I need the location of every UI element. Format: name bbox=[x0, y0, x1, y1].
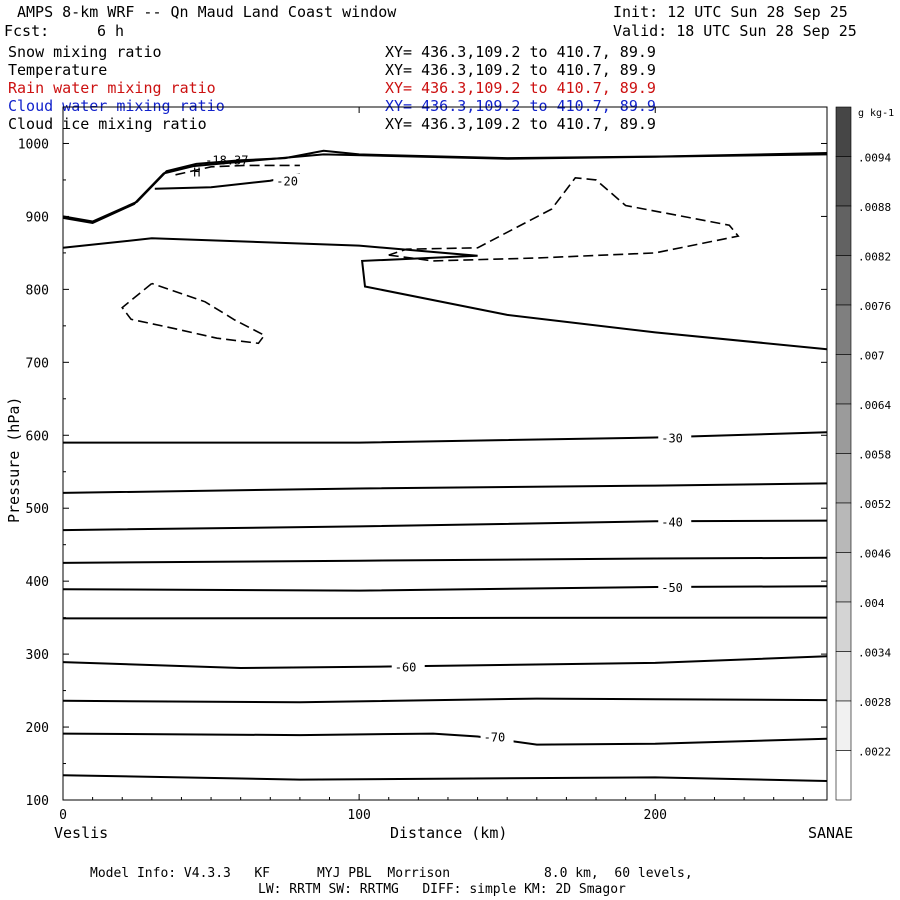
contour-label: -50 bbox=[661, 581, 683, 595]
colorbar-bin bbox=[835, 601, 852, 652]
temperature-contour bbox=[63, 431, 828, 444]
field-xy: XY= 436.3,109.2 to 410.7, 89.9 bbox=[385, 61, 656, 79]
y-axis-label: Pressure (hPa) bbox=[5, 396, 23, 523]
x-axis-label: Distance (km) bbox=[390, 824, 508, 842]
colorbar-bin bbox=[835, 750, 852, 801]
y-tick-label: 600 bbox=[26, 429, 49, 444]
contour-layer: -70 -60 -50 -40 -30 -20 H -18.37 bbox=[62, 149, 828, 782]
colorbar-bin bbox=[835, 453, 852, 504]
temperature-contour bbox=[62, 519, 828, 532]
init-time: Init: 12 UTC Sun 28 Sep 25 bbox=[613, 3, 848, 21]
colorbar-bin bbox=[835, 552, 852, 603]
temperature-contour bbox=[62, 616, 828, 620]
y-tick-label: 800 bbox=[26, 283, 49, 298]
y-tick-label: 100 bbox=[26, 794, 49, 809]
y-tick-label: 300 bbox=[26, 648, 49, 663]
colorbar-label: .0028 bbox=[858, 696, 891, 709]
model-physics: LW: RRTM SW: RRTMG DIFF: simple KM: 2D S… bbox=[258, 882, 626, 897]
colorbar-label: .004 bbox=[858, 597, 885, 610]
colorbar-bin bbox=[835, 700, 852, 751]
forecast-hour: 6 h bbox=[97, 22, 125, 40]
y-tick-label: 500 bbox=[26, 502, 49, 517]
contour-label: -40 bbox=[661, 515, 683, 529]
field-name: Cloud ice mixing ratio bbox=[8, 115, 207, 133]
x-tick-label: 0 bbox=[59, 808, 67, 823]
contour-label-bg bbox=[658, 579, 692, 594]
field-xy: XY= 436.3,109.2 to 410.7, 89.9 bbox=[385, 43, 656, 61]
cloud-ice-contour bbox=[121, 282, 266, 345]
plot-title: AMPS 8-km WRF -- Qn Maud Land Coast wind… bbox=[17, 3, 397, 21]
contour-label-bg bbox=[658, 430, 692, 445]
right-endpoint-label: SANAE bbox=[808, 824, 854, 842]
contour-label-bg bbox=[480, 729, 514, 744]
x-tick-label: 100 bbox=[347, 808, 370, 823]
colorbar-label: .0022 bbox=[858, 746, 891, 759]
temperature-contour bbox=[62, 237, 828, 351]
temperature-contour bbox=[62, 655, 828, 670]
contour-label: -60 bbox=[395, 661, 417, 675]
colorbar-bin bbox=[835, 106, 852, 157]
y-tick-label: 1000 bbox=[18, 137, 49, 152]
cloud-ice-contour bbox=[388, 176, 740, 262]
colorbar-bin bbox=[835, 205, 852, 256]
field-name: Snow mixing ratio bbox=[8, 43, 162, 61]
x-tick-label: 200 bbox=[644, 808, 667, 823]
contour-label: -30 bbox=[661, 431, 683, 445]
colorbar-label: .0058 bbox=[858, 449, 891, 462]
field-name: Cloud water mixing ratio bbox=[8, 97, 225, 115]
left-endpoint-label: Veslis bbox=[54, 824, 109, 842]
colorbar-bin bbox=[835, 502, 852, 553]
field-xy: XY= 436.3,109.2 to 410.7, 89.9 bbox=[385, 97, 656, 115]
plot-frame bbox=[62, 106, 828, 801]
temperature-contour bbox=[62, 585, 828, 592]
temperature-contour bbox=[62, 697, 828, 704]
colorbar-bin bbox=[835, 255, 852, 306]
field-name: Rain water mixing ratio bbox=[8, 79, 216, 97]
field-xy: XY= 436.3,109.2 to 410.7, 89.9 bbox=[385, 79, 656, 97]
cloud-ice-contour bbox=[175, 164, 300, 176]
y-tick-label: 900 bbox=[26, 210, 49, 225]
contour-label: -20 bbox=[276, 175, 298, 189]
colorbar-bin bbox=[835, 354, 852, 405]
contour-label-bg bbox=[391, 659, 425, 674]
y-tick-label: 200 bbox=[26, 721, 49, 736]
colorbar-label: .0046 bbox=[858, 548, 891, 561]
colorbar-label: .0082 bbox=[858, 251, 891, 264]
forecast-label: Fcst: bbox=[4, 22, 50, 40]
temperature-contour bbox=[62, 153, 828, 225]
colorbar-label: .0034 bbox=[858, 647, 891, 660]
colorbar-label: .0088 bbox=[858, 201, 891, 214]
temperature-contour bbox=[62, 482, 828, 494]
contour-label-bg bbox=[273, 173, 307, 188]
colorbar: .0094 .0088 .0082 .0076 .007 .0064 .0058 .0052.… bbox=[835, 106, 894, 801]
model-info: Model Info: V4.3.3 KF MYJ PBL Morrison 8… bbox=[90, 866, 693, 881]
extremum-annotation: H bbox=[193, 166, 200, 180]
temperature-contour bbox=[62, 556, 828, 564]
colorbar-bin bbox=[835, 304, 852, 355]
temperature-contour bbox=[62, 732, 828, 746]
field-xy: XY= 436.3,109.2 to 410.7, 89.9 bbox=[385, 115, 656, 133]
y-tick-label: 700 bbox=[26, 356, 49, 371]
axis-ticks: 100 200 300 400 500 600 700 800 900 1000 0 100 200 bbox=[18, 106, 827, 823]
colorbar-label: .0094 bbox=[858, 152, 891, 165]
colorbar-label: .0052 bbox=[858, 498, 891, 511]
extremum-annotation: -18.37 bbox=[205, 153, 248, 167]
colorbar-bin bbox=[835, 403, 852, 454]
temperature-contour bbox=[62, 774, 828, 782]
colorbar-label: .0076 bbox=[858, 300, 891, 313]
colorbar-label: .0064 bbox=[858, 399, 891, 412]
colorbar-bin bbox=[835, 651, 852, 702]
temperature-contour bbox=[62, 149, 828, 223]
valid-time: Valid: 18 UTC Sun 28 Sep 25 bbox=[613, 22, 857, 40]
contour-label-bg bbox=[658, 514, 692, 529]
y-tick-label: 400 bbox=[26, 575, 49, 590]
colorbar-label: .007 bbox=[858, 350, 885, 363]
contour-label: -70 bbox=[484, 731, 506, 745]
colorbar-bin bbox=[835, 156, 852, 207]
colorbar-unit: g kg-1 bbox=[858, 108, 894, 119]
field-name: Temperature bbox=[8, 61, 108, 79]
plot-border bbox=[62, 106, 828, 801]
